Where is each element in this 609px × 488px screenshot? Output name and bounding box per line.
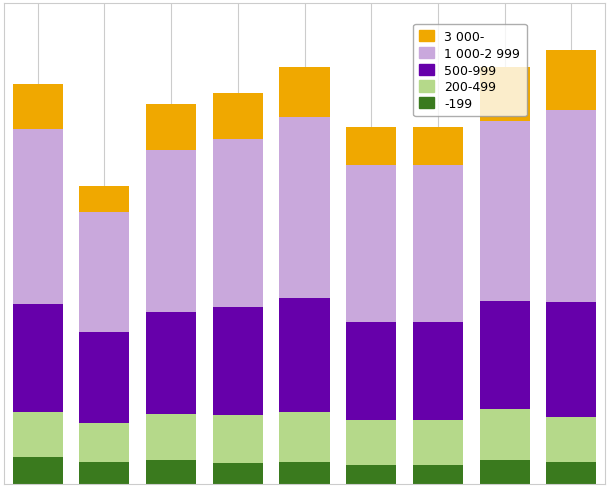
Legend: 3 000-, 1 000-2 999, 500-999, 200-499, -199: 3 000-, 1 000-2 999, 500-999, 200-499, -… <box>413 25 527 117</box>
Bar <box>413 128 463 166</box>
Bar <box>13 412 63 457</box>
Bar <box>213 307 263 415</box>
Bar <box>546 51 596 111</box>
Bar <box>413 465 463 484</box>
Bar <box>346 465 396 484</box>
Bar <box>213 415 263 464</box>
Bar <box>413 420 463 465</box>
Bar <box>280 412 329 462</box>
Bar <box>413 322 463 420</box>
Bar <box>213 140 263 307</box>
Bar <box>280 68 329 118</box>
Bar <box>13 130 63 304</box>
Bar <box>546 417 596 462</box>
Bar <box>480 409 530 460</box>
Bar <box>213 464 263 484</box>
Bar <box>79 423 129 462</box>
Bar <box>413 166 463 322</box>
Bar <box>79 462 129 484</box>
Bar <box>13 304 63 412</box>
Bar <box>13 457 63 484</box>
Bar <box>480 122 530 302</box>
Bar <box>79 213 129 333</box>
Bar <box>346 166 396 322</box>
Bar <box>546 111 596 303</box>
Bar <box>346 420 396 465</box>
Bar <box>346 128 396 166</box>
Bar <box>79 186 129 213</box>
Bar <box>146 150 196 312</box>
Bar <box>146 414 196 460</box>
Bar <box>146 105 196 150</box>
Bar <box>280 462 329 484</box>
Bar <box>480 460 530 484</box>
Bar <box>146 312 196 414</box>
Bar <box>146 460 196 484</box>
Bar <box>546 303 596 417</box>
Bar <box>480 68 530 122</box>
Bar <box>213 94 263 140</box>
Bar <box>480 302 530 409</box>
Bar <box>280 298 329 412</box>
Bar <box>346 322 396 420</box>
Bar <box>546 462 596 484</box>
Bar <box>280 118 329 298</box>
Bar <box>13 84 63 130</box>
Bar <box>79 333 129 423</box>
